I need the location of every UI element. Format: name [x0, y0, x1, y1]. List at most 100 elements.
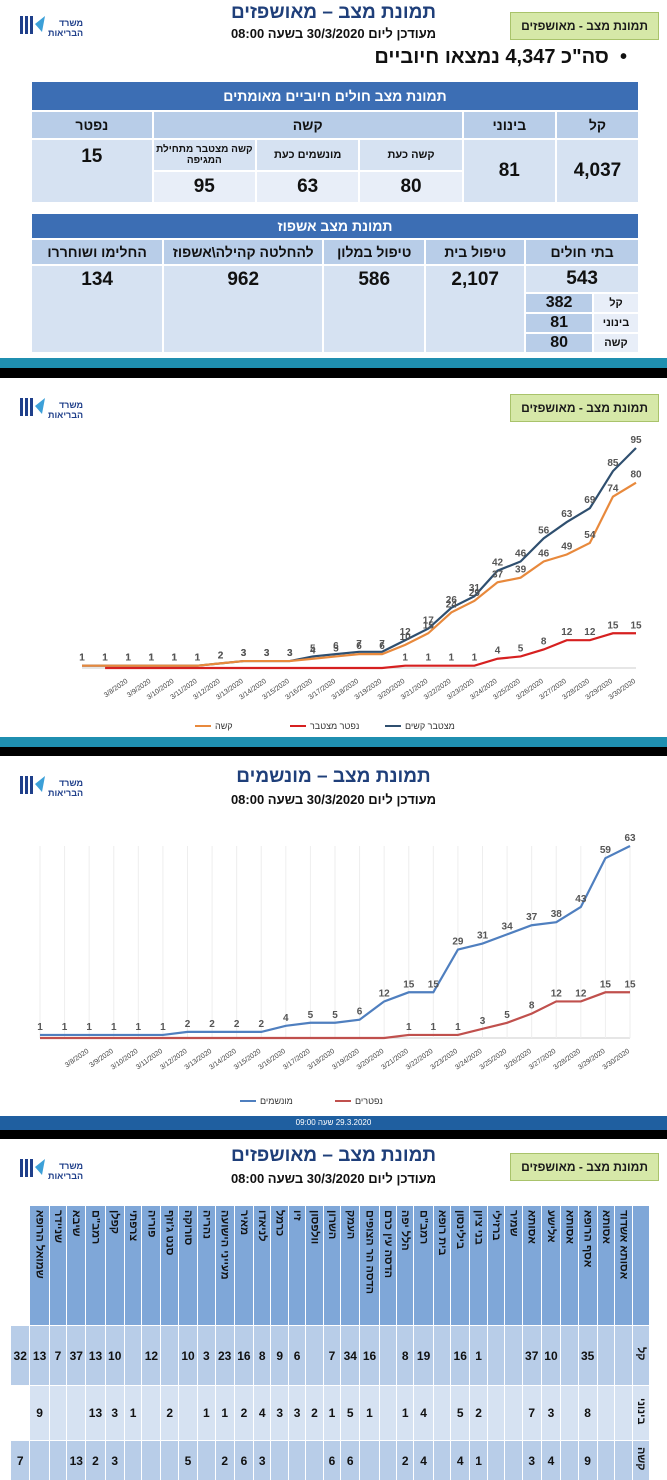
hospital-name: מעייני הישועה	[214, 1205, 235, 1326]
hospital-name: השרון	[322, 1205, 342, 1326]
ministry-logo-icon	[20, 16, 45, 34]
table-cell: 1	[214, 1385, 235, 1441]
data-label: 1	[406, 1022, 412, 1033]
page-title: תמונת מצב – מונשמים	[236, 766, 431, 787]
data-label: 49	[561, 542, 573, 553]
x-tick-label: 3/8/2020	[103, 678, 129, 699]
table-cell: 6	[233, 1440, 255, 1480]
col-recovered: החלימו ושוחררו	[29, 238, 165, 266]
hospital-name: לניאדו	[253, 1205, 272, 1326]
data-label: 4	[495, 646, 501, 657]
table-cell	[596, 1325, 616, 1386]
data-label: 1	[86, 1022, 92, 1033]
table-cell	[486, 1325, 506, 1386]
page-title: תמונת מצב – מאושפזים	[230, 2, 437, 23]
table-cell	[378, 1440, 398, 1480]
data-label: 46	[538, 548, 550, 559]
data-label: 46	[515, 548, 527, 559]
table-cell: 2	[160, 1385, 179, 1441]
table-cell	[123, 1440, 143, 1480]
data-label: 7	[356, 639, 362, 650]
slide-footer-date: 29.3.2020 שעה 09:00	[0, 1116, 667, 1130]
val-moderate: 81	[461, 138, 557, 204]
ministry-logo-icon	[20, 776, 45, 794]
logo-line2: הבריאות	[48, 788, 84, 798]
data-label: 39	[515, 565, 527, 576]
data-label: 15	[403, 979, 415, 990]
table-cell	[160, 1325, 179, 1386]
table-cell: 1	[197, 1385, 216, 1441]
table-cell: 23	[214, 1325, 235, 1386]
hospital-name: רמב"ם	[413, 1205, 434, 1326]
confirmed-table: תמונת מצב חולים חיוביים מאומתים קל בינונ…	[30, 80, 641, 204]
data-label: 1	[172, 653, 178, 664]
data-label: 1	[472, 653, 478, 664]
table-cell: 19	[413, 1325, 434, 1386]
data-label: 95	[630, 435, 642, 446]
table-cell: 8	[396, 1325, 415, 1386]
table-cell	[596, 1385, 616, 1441]
table-cell: 7	[521, 1385, 542, 1441]
data-label: 31	[469, 583, 481, 594]
hospital-name: אסותא	[596, 1205, 616, 1326]
hospital-name: שמואל הרופא	[29, 1205, 50, 1326]
table-cell: 13	[29, 1325, 50, 1386]
table-cell: 3	[540, 1385, 562, 1441]
data-label: 1	[102, 653, 108, 664]
table-cell: 7	[48, 1325, 68, 1386]
col-home: טיפול בית	[424, 238, 527, 266]
table-cell	[29, 1440, 50, 1480]
table-cell: 35	[577, 1325, 598, 1386]
hospital-name: סורוקה	[177, 1205, 199, 1326]
hospital-name: שיבא	[66, 1205, 87, 1326]
data-label: 69	[584, 495, 596, 506]
slide-tag: תמונת מצב - מאושפזים	[510, 1153, 659, 1181]
data-label: 5	[332, 1010, 338, 1021]
sub-vent-now: מונשמים כעת	[254, 138, 361, 172]
hospital-name: כרמל	[270, 1205, 289, 1326]
ministry-logo: משרד הבריאות	[18, 392, 114, 428]
hospital-name: וולפסון	[305, 1205, 324, 1326]
data-label: 1	[431, 1022, 437, 1033]
page-title: תמונת מצב – מאושפזים	[230, 1145, 437, 1166]
table-cell: 6	[322, 1440, 342, 1480]
data-label: 15	[630, 620, 642, 631]
table-cell: 8	[253, 1325, 272, 1386]
hospital-name: בית רופא	[432, 1205, 452, 1326]
table-cell: 16	[359, 1325, 380, 1386]
page-subtitle: מעודכן ליום 30/3/2020 בשעה 08:00	[230, 26, 437, 41]
table-cell	[560, 1325, 579, 1386]
table-cell	[177, 1385, 199, 1441]
logo-line2: הבריאות	[48, 1171, 84, 1181]
data-label: 12	[379, 988, 391, 999]
split-moderate-value: 81	[524, 312, 594, 334]
data-label: 1	[125, 653, 131, 664]
series-line	[40, 845, 631, 1037]
table-cell: 10	[177, 1325, 199, 1386]
hospital-name: קפלן	[104, 1205, 125, 1326]
split-severe-value: 80	[524, 332, 594, 354]
table-cell: 1	[469, 1325, 488, 1386]
val-dead: 15	[30, 138, 154, 204]
table-cell	[432, 1385, 452, 1441]
table-cell: 16	[233, 1325, 255, 1386]
data-label: 12	[551, 988, 563, 999]
table-cell	[614, 1440, 633, 1480]
table-cell	[560, 1385, 579, 1441]
data-label: 6	[379, 641, 385, 652]
col-hotel: טיפול במלון	[322, 238, 427, 266]
data-label: 5	[504, 1010, 510, 1021]
data-label: 1	[402, 653, 408, 664]
slide-summary: משרד הבריאות תמונת מצב – מאושפזים מעודכן …	[0, 0, 667, 368]
row-label: קשה	[631, 1440, 651, 1480]
slide-tag: תמונת מצב - מאושפזים	[510, 12, 659, 40]
logo-line2: הבריאות	[48, 28, 84, 38]
row-label: קל	[631, 1325, 651, 1386]
data-label: 15	[624, 979, 636, 990]
data-label: 1	[37, 1022, 43, 1033]
table-cell: 3	[521, 1440, 542, 1480]
table-cell: 3	[287, 1385, 307, 1441]
table-cell: 13	[85, 1385, 106, 1441]
table-cell: 3	[197, 1325, 216, 1386]
hospital-name: בילינסון	[450, 1205, 471, 1326]
